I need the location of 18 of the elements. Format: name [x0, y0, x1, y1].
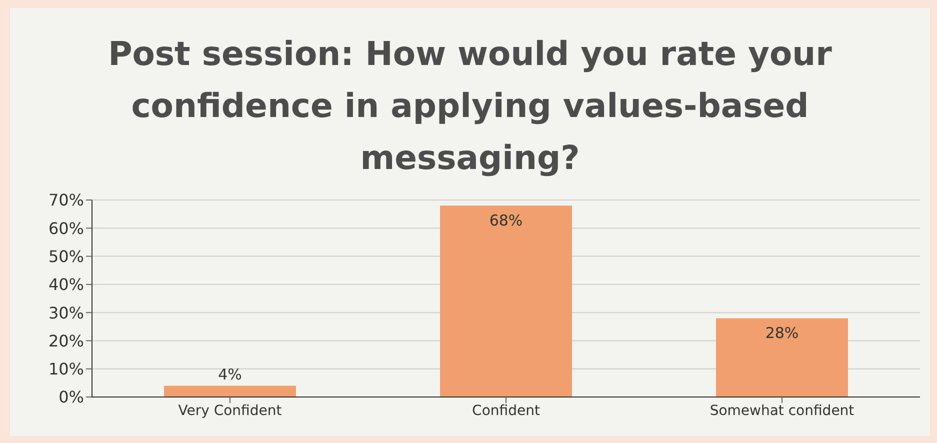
x-tick-label: Confident — [472, 402, 540, 419]
bar — [716, 318, 848, 397]
x-tick-label: Very Confident — [178, 402, 282, 419]
data-label: 4% — [218, 366, 242, 384]
y-tick-label: 30% — [48, 303, 84, 322]
y-tick-label: 40% — [48, 275, 84, 294]
y-tick-label: 60% — [48, 218, 84, 238]
data-label: 28% — [765, 324, 799, 342]
y-tick-label: 50% — [48, 246, 84, 266]
y-tick-label: 0% — [58, 388, 84, 407]
y-tick-label: 10% — [48, 360, 84, 379]
x-tick-label: Somewhat confident — [710, 402, 855, 419]
data-label: 68% — [489, 212, 523, 230]
chart-title: Post session: How would you rate your confidence in applying values-based messaging? — [107, 33, 833, 179]
y-tick-label: 20% — [48, 331, 84, 350]
bar — [164, 386, 296, 397]
y-tick-label: 70% — [48, 190, 84, 210]
bar — [440, 206, 572, 397]
